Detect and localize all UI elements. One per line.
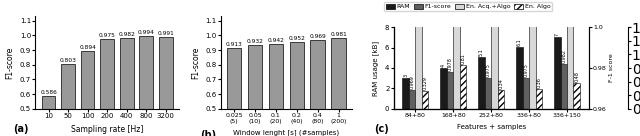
Bar: [42, 96, 56, 136]
Bar: [269, 44, 284, 136]
Legend: RAM, F1-score, En. Acq.+Algo, En. Algo: RAM, F1-score, En. Acq.+Algo, En. Algo: [384, 2, 552, 11]
Bar: [529, 0, 536, 109]
Bar: [159, 37, 173, 136]
Bar: [492, 0, 498, 109]
Text: 0.975: 0.975: [99, 33, 116, 38]
Y-axis label: F-1 score: F-1 score: [609, 54, 614, 82]
Text: 3: 3: [403, 74, 408, 77]
Bar: [100, 39, 114, 136]
Text: 0.913: 0.913: [226, 42, 243, 47]
Text: 4: 4: [441, 64, 446, 67]
Text: 0.81: 0.81: [460, 53, 465, 64]
Text: (c): (c): [374, 124, 389, 134]
Bar: [478, 57, 484, 109]
X-axis label: Sampling rate [Hz]: Sampling rate [Hz]: [71, 125, 143, 134]
Text: 0.969: 0.969: [309, 34, 326, 39]
Text: 0.982: 0.982: [561, 49, 566, 63]
Bar: [440, 68, 447, 109]
Bar: [140, 36, 153, 136]
Bar: [554, 37, 561, 109]
Y-axis label: RAM usage [kB]: RAM usage [kB]: [372, 40, 380, 96]
Text: 0.48: 0.48: [574, 71, 579, 82]
Bar: [536, 89, 542, 109]
Text: (a): (a): [13, 124, 29, 134]
Text: 0.975: 0.975: [524, 63, 529, 77]
Text: 0.329: 0.329: [422, 76, 428, 90]
Bar: [516, 47, 523, 109]
Text: 0.975: 0.975: [486, 63, 490, 77]
Bar: [523, 78, 529, 109]
Text: 0.932: 0.932: [246, 39, 264, 44]
Text: 5.1: 5.1: [479, 48, 484, 56]
Bar: [422, 91, 428, 109]
Text: 0.952: 0.952: [289, 36, 305, 41]
Bar: [310, 40, 325, 136]
Bar: [447, 72, 453, 109]
Bar: [567, 0, 573, 109]
Bar: [120, 38, 134, 136]
Y-axis label: F1-score: F1-score: [5, 46, 14, 79]
Bar: [498, 90, 504, 109]
Text: 0.586: 0.586: [40, 90, 57, 95]
Text: 0.36: 0.36: [536, 77, 541, 88]
Text: 0.978: 0.978: [447, 57, 452, 71]
Text: 7: 7: [555, 33, 560, 36]
Text: 0.942: 0.942: [268, 38, 284, 43]
X-axis label: Window lenght [s] (#samples): Window lenght [s] (#samples): [234, 129, 339, 136]
Bar: [561, 64, 567, 109]
Text: 0.991: 0.991: [157, 31, 174, 35]
Text: 0.981: 0.981: [330, 32, 347, 37]
Text: 0.994: 0.994: [138, 30, 155, 35]
Bar: [403, 78, 409, 109]
Text: 0.894: 0.894: [79, 45, 96, 50]
Bar: [453, 0, 460, 109]
Text: 0.982: 0.982: [118, 32, 135, 37]
Text: 0.34: 0.34: [499, 78, 504, 89]
Bar: [81, 51, 95, 136]
Bar: [289, 42, 304, 136]
Bar: [484, 78, 492, 109]
Text: 0.969: 0.969: [410, 76, 415, 89]
Bar: [415, 0, 422, 109]
Bar: [61, 64, 75, 136]
Y-axis label: F1-score: F1-score: [191, 46, 200, 79]
Text: (b): (b): [200, 130, 216, 136]
Bar: [573, 83, 580, 109]
Bar: [248, 45, 262, 136]
Text: 0.803: 0.803: [60, 58, 77, 63]
Bar: [332, 38, 346, 136]
Text: 6.1: 6.1: [517, 38, 522, 46]
Bar: [460, 65, 466, 109]
Bar: [409, 90, 415, 109]
Bar: [227, 48, 241, 136]
X-axis label: Features + samples: Features + samples: [456, 123, 526, 129]
